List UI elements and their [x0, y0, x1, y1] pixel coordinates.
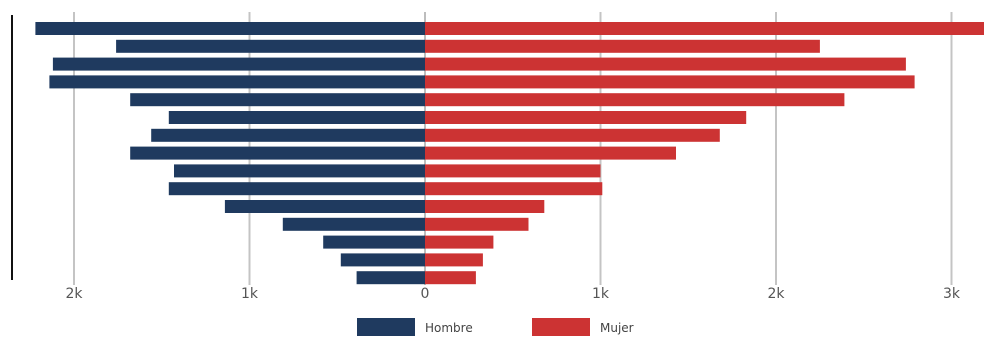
x-tick-label-2: 0 [421, 286, 430, 302]
legend-label-mujer: Mujer [600, 321, 634, 335]
legend-swatch-mujer [532, 318, 590, 336]
bar-mujer-7 [425, 146, 676, 160]
bar-mujer-4 [425, 93, 845, 107]
bar-hombre-0 [35, 22, 426, 35]
bar-hombre-3 [49, 75, 426, 89]
bar-hombre-5 [168, 111, 426, 124]
bar-hombre-4 [130, 93, 425, 107]
bar-mujer-3 [425, 75, 915, 89]
bar-mujer-12 [425, 235, 494, 249]
x-tick-label-3: 1k [592, 286, 610, 302]
x-tick-label-5: 3k [943, 286, 961, 302]
bar-mujer-14 [425, 271, 476, 285]
x-tick-label-1: 1k [241, 286, 259, 302]
bar-hombre-9 [168, 182, 426, 196]
legend-item-hombre[interactable]: Hombre [357, 318, 473, 336]
bar-mujer-10 [425, 200, 545, 213]
x-tick-label-4: 2k [767, 286, 785, 302]
bar-hombre-1 [116, 39, 425, 53]
legend-label-hombre: Hombre [425, 321, 473, 335]
bar-mujer-1 [425, 39, 820, 53]
bars [35, 22, 984, 285]
bar-hombre-7 [130, 146, 425, 160]
bar-mujer-13 [425, 253, 483, 267]
x-tick-label-0: 2k [65, 286, 83, 302]
bar-hombre-14 [356, 271, 425, 285]
bar-hombre-11 [282, 217, 425, 231]
bar-mujer-11 [425, 217, 529, 231]
bar-hombre-12 [323, 235, 425, 249]
bar-mujer-2 [425, 57, 906, 71]
bar-mujer-0 [425, 22, 984, 35]
bar-mujer-9 [425, 182, 603, 196]
bar-hombre-2 [52, 57, 426, 71]
bar-hombre-6 [151, 128, 425, 142]
legend-item-mujer[interactable]: Mujer [532, 318, 634, 336]
bar-hombre-10 [224, 200, 425, 213]
bar-hombre-8 [174, 164, 425, 178]
x-axis-ticks: 2k 1k 0 1k 2k 3k [65, 286, 960, 302]
bar-mujer-8 [425, 164, 601, 178]
legend[interactable]: Hombre Mujer [357, 318, 634, 336]
bar-mujer-5 [425, 111, 747, 124]
legend-swatch-hombre [357, 318, 415, 336]
bar-hombre-13 [340, 253, 425, 267]
bar-mujer-6 [425, 128, 720, 142]
